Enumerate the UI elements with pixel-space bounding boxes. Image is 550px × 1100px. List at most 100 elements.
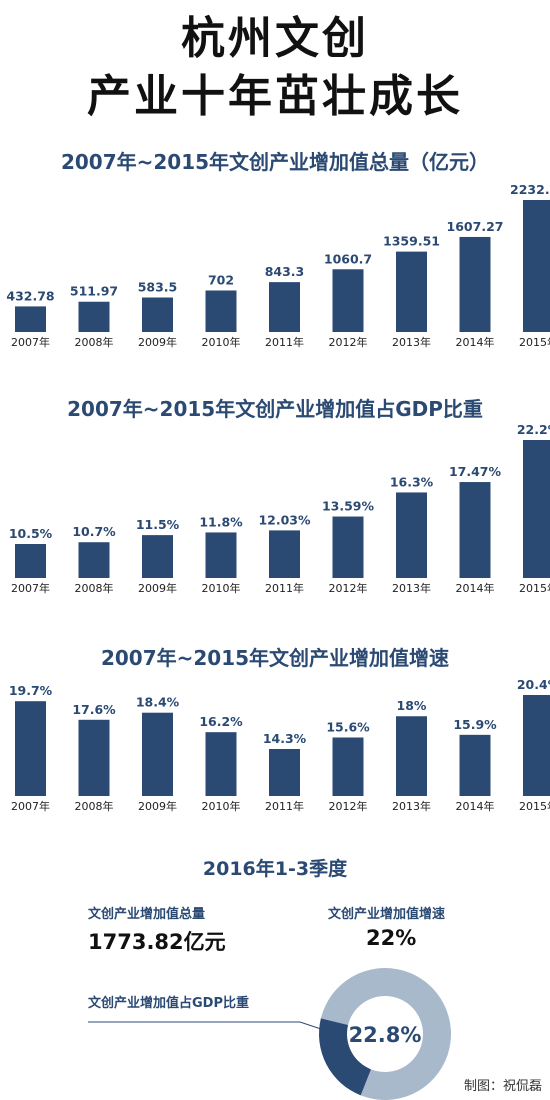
bar-7 (459, 734, 491, 796)
bar-1 (78, 719, 110, 796)
category-label-5: 2012年 (329, 335, 368, 349)
quarter-title: 2016年1-3季度 (202, 858, 348, 880)
data-label-0: 19.7% (9, 683, 53, 698)
chart1-title: 2007年~2015年文创产业增加值总量（亿元） (60, 150, 490, 174)
bar-1 (78, 301, 110, 332)
data-label-1: 10.7% (72, 524, 116, 539)
category-label-6: 2013年 (392, 581, 431, 595)
data-label-7: 1607.27 (447, 219, 504, 234)
bar-2 (142, 297, 173, 332)
data-label-5: 1060.7 (324, 251, 372, 266)
category-label-6: 2013年 (392, 799, 431, 813)
bar-5 (332, 737, 364, 796)
category-label-5: 2012年 (329, 581, 368, 595)
data-label-6: 16.3% (390, 474, 434, 489)
category-label-1: 2008年 (75, 335, 114, 349)
chart2-title: 2007年~2015年文创产业增加值占GDP比重 (67, 397, 483, 421)
data-label-8: 22.2% (517, 422, 550, 437)
bar-0 (15, 306, 46, 332)
bar-3 (205, 732, 237, 796)
bar-5 (332, 516, 364, 578)
donut-slice-share (319, 1018, 372, 1096)
data-label-4: 843.3 (265, 264, 305, 279)
data-label-2: 11.5% (136, 517, 180, 532)
data-label-7: 17.47% (449, 464, 502, 479)
main-title-line-1: 杭州文创 (181, 13, 369, 64)
data-label-2: 18.4% (136, 695, 180, 710)
category-label-2: 2009年 (138, 799, 177, 813)
bar-0 (15, 701, 46, 796)
data-label-0: 10.5% (9, 526, 53, 541)
data-label-6: 1359.51 (383, 234, 440, 249)
donut-leader-line (88, 1021, 331, 1033)
bar-6 (396, 251, 427, 332)
category-label-5: 2012年 (329, 799, 368, 813)
category-label-7: 2014年 (456, 581, 495, 595)
data-label-1: 511.97 (70, 284, 118, 299)
bar-8 (523, 695, 550, 796)
data-label-3: 11.8% (199, 514, 243, 529)
bar-3 (205, 532, 237, 578)
credit-text: 制图：祝侃磊 (463, 1079, 542, 1094)
bar-5 (332, 269, 364, 332)
chart3-title: 2007年~2015年文创产业增加值增速 (100, 646, 450, 670)
data-label-7: 15.9% (453, 717, 497, 732)
category-label-6: 2013年 (392, 335, 431, 349)
quarter-growth-label: 文创产业增加值增速 (328, 907, 446, 922)
data-label-3: 702 (208, 272, 234, 287)
donut-center-label: 22.8% (349, 1023, 422, 1047)
category-label-7: 2014年 (456, 335, 495, 349)
bar-0 (15, 544, 46, 578)
category-label-8: 2015年 (519, 335, 550, 349)
category-label-0: 2007年 (11, 799, 50, 813)
bar-8 (523, 440, 550, 578)
chart-total-value: 432.78 2007年 511.97 2008年 583.5 2009年 702 2010年… (6, 182, 550, 349)
category-label-2: 2009年 (138, 581, 177, 595)
data-label-2: 583.5 (138, 279, 178, 294)
category-label-7: 2014年 (456, 799, 495, 813)
bar-7 (459, 482, 491, 578)
bar-6 (396, 492, 427, 578)
category-label-0: 2007年 (11, 581, 50, 595)
data-label-1: 17.6% (72, 702, 116, 717)
category-label-2: 2009年 (138, 335, 177, 349)
category-label-4: 2011年 (265, 581, 304, 595)
data-label-4: 14.3% (263, 731, 307, 746)
category-label-4: 2011年 (265, 335, 304, 349)
quarter-total-label: 文创产业增加值总量 (88, 907, 206, 922)
quarter-total-value: 1773.82亿元 (88, 930, 226, 954)
gdp-share-donut: 22.8% (88, 968, 452, 1100)
bar-7 (459, 236, 491, 332)
chart-growth-rate: 19.7% 2007年 17.6% 2008年 18.4% 2009年 16.2% 2010年… (9, 677, 550, 813)
quarter-growth-value: 22% (366, 926, 417, 950)
data-label-6: 18% (397, 698, 427, 713)
data-label-5: 15.6% (326, 719, 370, 734)
category-label-1: 2008年 (75, 799, 114, 813)
category-label-8: 2015年 (519, 799, 550, 813)
category-label-0: 2007年 (11, 335, 50, 349)
category-label-1: 2008年 (75, 581, 114, 595)
main-title-line-2: 产业十年茁壮成长 (87, 71, 463, 122)
bar-4 (269, 749, 300, 796)
chart-gdp-share: 10.5% 2007年 10.7% 2008年 11.5% 2009年 11.8% 2010年… (9, 422, 550, 595)
category-label-3: 2010年 (202, 799, 241, 813)
category-label-3: 2010年 (202, 581, 241, 595)
data-label-4: 12.03% (258, 512, 311, 527)
data-label-0: 432.78 (6, 288, 54, 303)
category-label-4: 2011年 (265, 799, 304, 813)
bar-3 (205, 290, 237, 332)
data-label-5: 13.59% (322, 499, 375, 514)
category-label-8: 2015年 (519, 581, 550, 595)
quarter-share-label: 文创产业增加值占GDP比重 (88, 996, 249, 1011)
bar-2 (142, 712, 173, 796)
data-label-8: 2232.14 (510, 182, 550, 197)
bar-2 (142, 535, 173, 578)
bar-6 (396, 716, 427, 796)
donut-slice-remainder (320, 968, 452, 1100)
bar-4 (269, 530, 300, 578)
bar-8 (523, 200, 550, 332)
bar-1 (78, 542, 110, 578)
data-label-3: 16.2% (199, 714, 243, 729)
data-label-8: 20.4% (517, 677, 550, 692)
category-label-3: 2010年 (202, 335, 241, 349)
